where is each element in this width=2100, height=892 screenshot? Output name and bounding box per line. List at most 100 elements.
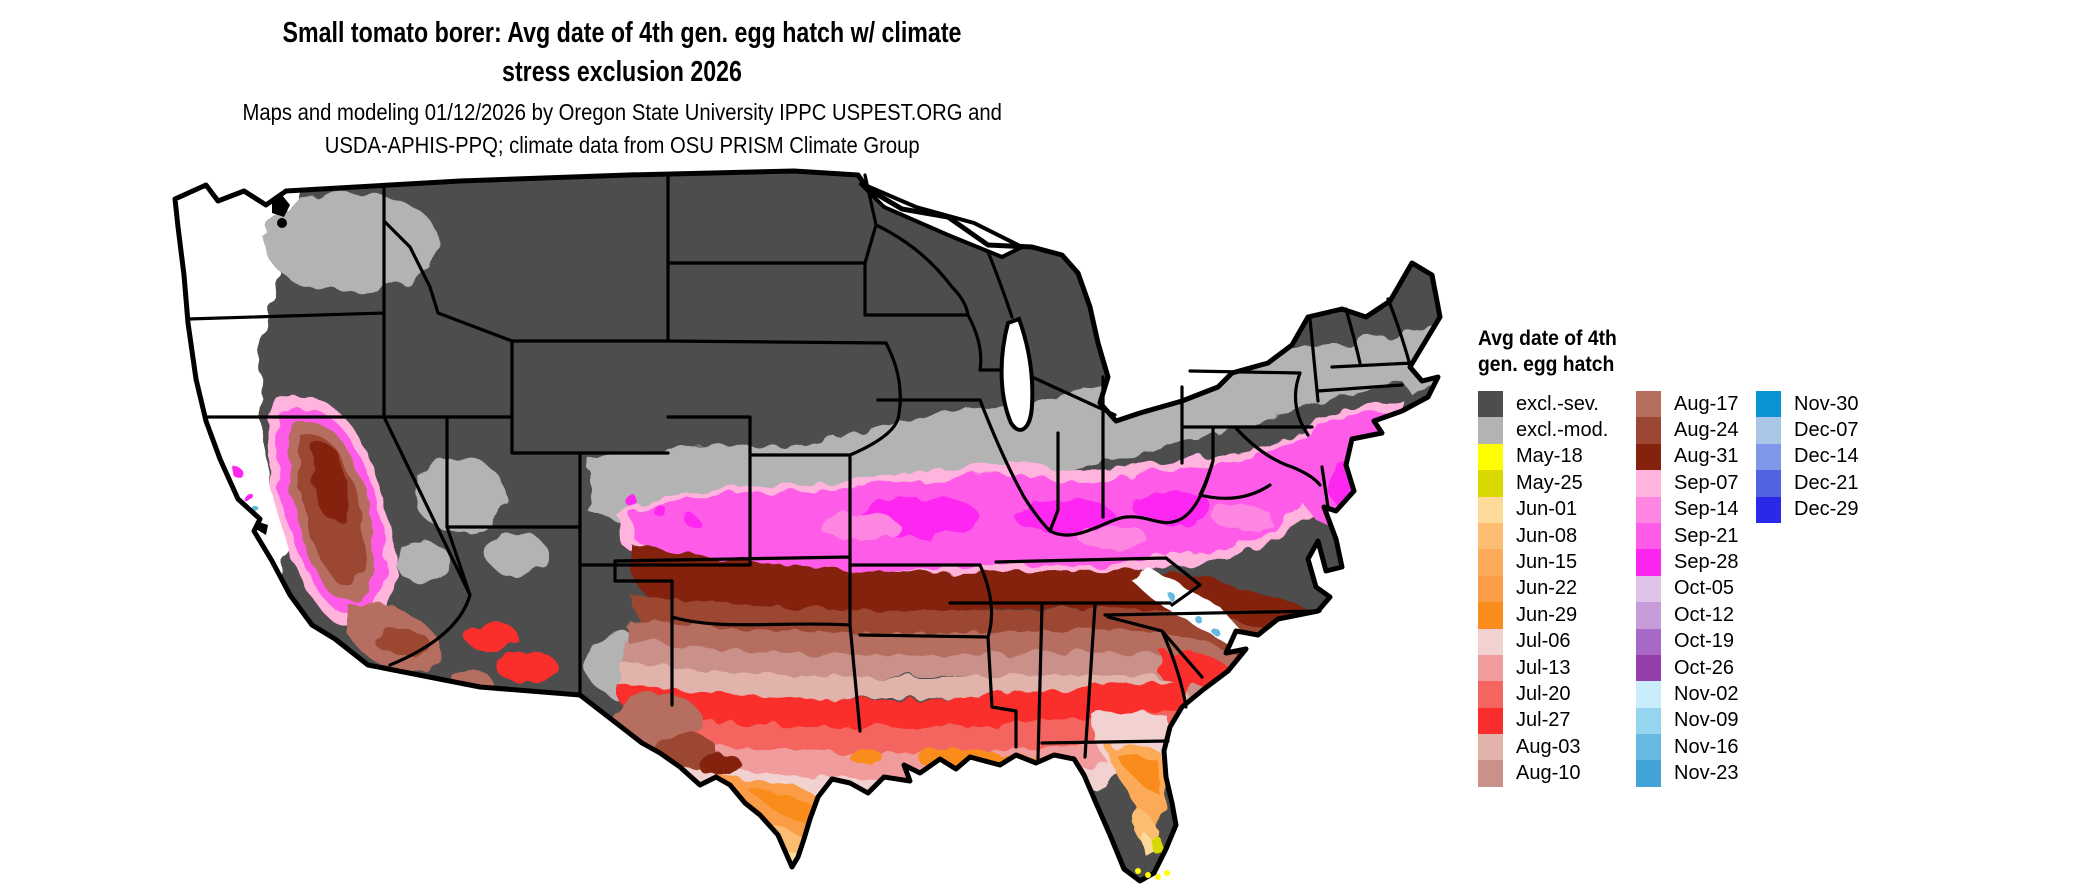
legend-label: Nov-30	[1794, 392, 1859, 415]
legend-label: Jul-13	[1516, 656, 1571, 679]
blob-sep28-3	[1132, 491, 1212, 523]
legend-swatch	[1478, 417, 1503, 444]
legend-label: Jul-27	[1516, 709, 1571, 732]
zone-nevada-excl-mod-1	[414, 459, 506, 531]
zone-socal-aug24	[376, 628, 428, 656]
zone-sfl-jun01	[1140, 833, 1155, 859]
subtitle-line-2: USDA-APHIS-PPQ; climate data from OSU PR…	[324, 132, 920, 158]
legend-label: Dec-21	[1794, 471, 1859, 494]
zone-az-jul27-1	[466, 622, 518, 652]
legend-label: Dec-14	[1794, 445, 1859, 468]
legend-label: Aug-03	[1516, 735, 1581, 758]
title-line-1: Small tomato borer: Avg date of 4th gen.…	[282, 17, 962, 49]
zone-appalachian-na	[1133, 567, 1247, 645]
blob-sep28-2	[1015, 499, 1115, 535]
legend-entry: Jul-20	[1478, 681, 1608, 708]
legend-swatch	[1636, 391, 1661, 418]
legend-entry: Aug-03	[1478, 734, 1608, 761]
legend-swatch	[1636, 470, 1661, 497]
legend-title: Avg date of 4th gen. egg hatch	[1478, 326, 1617, 378]
legend-swatch	[1478, 654, 1503, 682]
zone-nevada-excl-mod-2	[394, 541, 450, 581]
legend-label: Sep-07	[1674, 471, 1739, 494]
legend-label: excl.-sev.	[1516, 392, 1599, 415]
speck-nov16-app-2	[1192, 613, 1200, 621]
zone-az-jul27-2	[496, 651, 558, 683]
figure-title: Small tomato borer: Avg date of 4th gen.…	[124, 14, 1120, 92]
zone-nm-aug31	[698, 753, 742, 777]
legend-label: May-25	[1516, 471, 1583, 494]
zone-fl-tip-may25	[1152, 836, 1162, 854]
legend-swatch	[1636, 628, 1661, 655]
legend-label: Jul-06	[1516, 630, 1571, 653]
legend-column-3: Nov-30 Dec-07 Dec-14 Dec-21 Dec-29	[1756, 391, 1858, 523]
lake-michigan	[999, 316, 1035, 432]
legend-swatch	[1636, 549, 1661, 576]
legend-label: excl.-mod.	[1516, 419, 1609, 442]
zone-midatlantic-sep28	[1328, 463, 1384, 511]
legend-entry: Aug-17	[1636, 391, 1739, 418]
legend-entry: Dec-29	[1756, 496, 1859, 523]
legend-label: Nov-16	[1674, 735, 1739, 758]
legend-swatch	[1756, 417, 1781, 444]
legend-entry: Sep-14	[1636, 496, 1739, 523]
legend-swatch	[1478, 522, 1503, 550]
puget-sound-detail-2	[277, 218, 287, 228]
speck-nov16-app-1	[1168, 593, 1176, 601]
legend-swatch	[1478, 760, 1503, 787]
speck-nov16-2	[246, 535, 254, 543]
legend-swatch	[1636, 760, 1661, 787]
legend-swatch	[1478, 496, 1503, 523]
legend-label: Jun-29	[1516, 603, 1578, 626]
legend-entry: Nov-16	[1636, 734, 1739, 761]
legend-entry: Dec-07	[1756, 417, 1859, 444]
legend-label: Aug-31	[1674, 445, 1739, 468]
legend-label: Jun-01	[1516, 498, 1578, 521]
speck-nov16-app-3	[1212, 628, 1220, 636]
zone-utah-excl-mod	[486, 531, 546, 575]
keys-may18-2	[1155, 874, 1161, 880]
blob-sep14-1	[820, 514, 900, 540]
legend-entry: Oct-05	[1636, 575, 1739, 603]
speck-ca-coast-sep28-6	[231, 466, 241, 476]
legend-entry: Jul-13	[1478, 654, 1608, 682]
legend-title-line-1: Avg date of 4th	[1478, 327, 1617, 350]
legend-column-2: Aug-17 Aug-24 Aug-31 Sep-07 Sep-14 Sep-21 Sep-…	[1636, 391, 1739, 787]
legend-label: Sep-21	[1674, 524, 1739, 547]
state-borders	[186, 173, 1414, 761]
legend-label: Aug-17	[1674, 392, 1739, 415]
legend-entry: excl.-sev.	[1478, 391, 1608, 418]
legend-label: Dec-07	[1794, 419, 1859, 442]
subtitle-line-1: Maps and modeling 01/12/2026 by Oregon S…	[242, 99, 1002, 125]
legend-swatch	[1478, 602, 1503, 629]
legend-entry: Sep-28	[1636, 549, 1739, 576]
keys-may18-3	[1164, 870, 1170, 876]
title-line-2: stress exclusion 2026	[502, 56, 742, 88]
legend-label: Nov-02	[1674, 682, 1739, 705]
legend-entry: Jun-29	[1478, 602, 1608, 629]
legend-entry: Sep-07	[1636, 470, 1739, 497]
legend-label: Jun-15	[1516, 551, 1578, 574]
legend-entry: May-18	[1478, 443, 1608, 471]
legend-swatch	[1636, 602, 1661, 629]
legend-label: Oct-05	[1674, 577, 1735, 600]
legend-swatch	[1478, 470, 1503, 497]
conus-outline	[172, 168, 1443, 884]
legend-label: Oct-19	[1674, 630, 1735, 653]
speck-ca-coast-sep28-2	[243, 492, 253, 502]
legend-label: Jun-08	[1516, 524, 1578, 547]
legend-entry: Oct-19	[1636, 628, 1739, 655]
legend-label: Aug-24	[1674, 419, 1739, 442]
legend-label: Nov-09	[1674, 709, 1739, 732]
legend-entry: Dec-14	[1756, 443, 1859, 471]
zone-columbia-basin-excl-mod	[264, 193, 440, 293]
band-jul20	[620, 705, 1190, 761]
legend-swatch	[1478, 707, 1503, 735]
legend-label: Sep-28	[1674, 551, 1739, 574]
speck-sep28-ks-1	[654, 505, 666, 517]
legend-label: Dec-29	[1794, 498, 1859, 521]
zone-ca-valley-aug31	[312, 443, 348, 521]
legend-swatch	[1636, 681, 1661, 708]
legend-title-line-2: gen. egg hatch	[1478, 353, 1615, 376]
legend-entry: Nov-23	[1636, 760, 1739, 787]
